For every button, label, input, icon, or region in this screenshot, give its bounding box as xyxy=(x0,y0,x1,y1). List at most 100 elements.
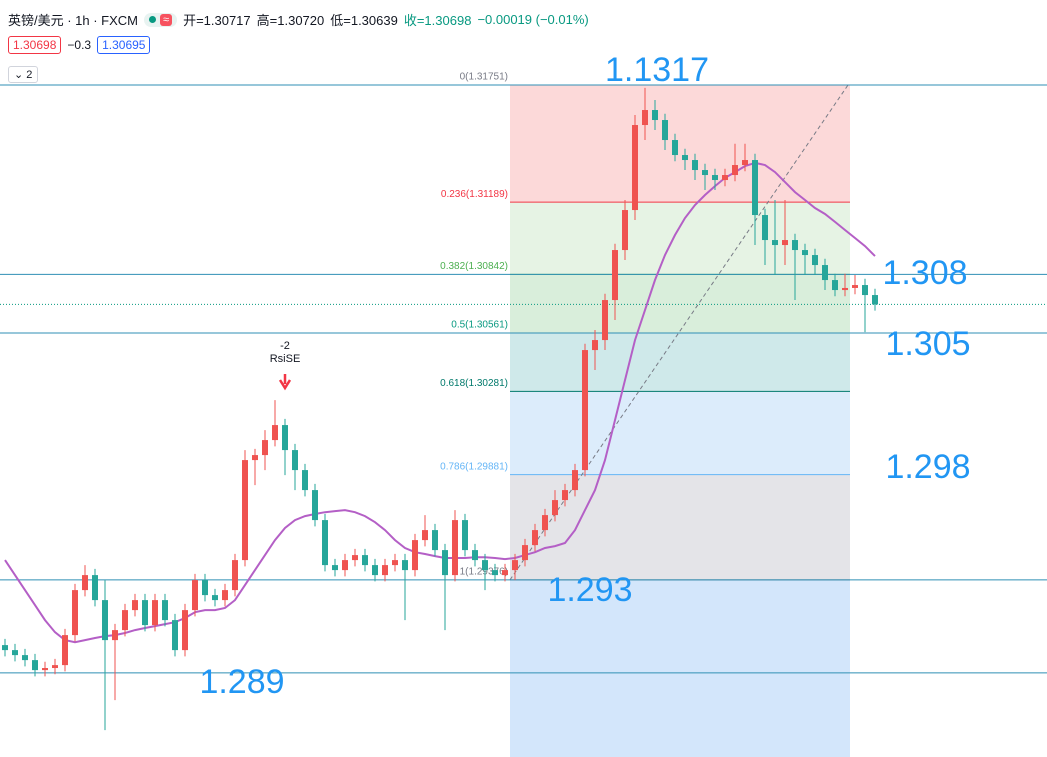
bid[interactable]: 1.30698 xyxy=(8,36,62,54)
candle-body xyxy=(772,240,778,246)
candle-body xyxy=(22,655,28,661)
candle-body xyxy=(552,500,558,516)
candle-body xyxy=(342,560,348,571)
fib-label: 0.382(1.30842) xyxy=(440,261,508,272)
candle-body xyxy=(662,120,668,141)
candle-body xyxy=(532,530,538,546)
candle-body xyxy=(92,575,98,601)
candle-body xyxy=(502,570,508,576)
candle-body xyxy=(192,580,198,611)
indicator-toggle[interactable]: ⌄ 2 xyxy=(8,66,39,83)
indicator-row: ⌄ 2 xyxy=(8,66,39,83)
candle-body xyxy=(362,555,368,566)
candle-body xyxy=(852,285,858,288)
candle-body xyxy=(482,560,488,571)
candle-body xyxy=(142,600,148,626)
candle-body xyxy=(52,665,58,669)
low: 低=1.30639 xyxy=(330,13,398,28)
candle-body xyxy=(522,545,528,561)
candle-body xyxy=(442,550,448,576)
candle-body xyxy=(202,580,208,596)
candle-body xyxy=(62,635,68,666)
candle-body xyxy=(12,650,18,656)
candle-body xyxy=(42,668,48,671)
candle-body xyxy=(752,160,758,216)
candle-body xyxy=(512,560,518,571)
candle-body xyxy=(602,300,608,341)
signal-name: RsiSE xyxy=(270,353,301,365)
annotation: 1.308 xyxy=(882,254,967,292)
close: 收=1.30698 xyxy=(403,13,472,28)
candle-body xyxy=(122,610,128,631)
candle-body xyxy=(682,155,688,161)
candle-body xyxy=(372,565,378,576)
candle-body xyxy=(652,110,658,121)
signal-value: -2 xyxy=(280,340,290,352)
annotation: 1.1317 xyxy=(605,51,709,89)
candle-body xyxy=(742,160,748,166)
fib-zone xyxy=(510,474,850,580)
candle-body xyxy=(472,550,478,561)
candle-body xyxy=(402,560,408,571)
candle-body xyxy=(562,490,568,501)
candle-body xyxy=(692,160,698,171)
candle-body xyxy=(252,455,258,461)
candle-body xyxy=(842,287,848,291)
candle-body xyxy=(812,255,818,266)
symbol: 英镑/美元 · 1h · FXCM xyxy=(8,13,139,28)
fib-zone xyxy=(510,202,850,275)
candle-body xyxy=(172,620,178,651)
candle-body xyxy=(262,440,268,456)
candle-body xyxy=(802,250,808,256)
annotation: 1.293 xyxy=(547,571,632,609)
fib-zone xyxy=(510,85,850,203)
candle-body xyxy=(302,470,308,491)
candle-body xyxy=(542,515,548,531)
fib-label: 0.786(1.29881) xyxy=(440,461,508,472)
candle-body xyxy=(32,660,38,671)
candle-body xyxy=(272,425,278,441)
candle-body xyxy=(162,600,168,621)
candle-body xyxy=(292,450,298,471)
candle-body xyxy=(672,140,678,156)
moving-average xyxy=(4,161,876,644)
candle-body xyxy=(382,565,388,576)
candle-body xyxy=(72,590,78,636)
candle-body xyxy=(112,630,118,641)
candle-body xyxy=(612,250,618,301)
candle-body xyxy=(102,600,108,641)
candle-body xyxy=(412,540,418,571)
spread: −0.3 xyxy=(67,38,92,52)
candle-body xyxy=(622,210,628,251)
candle-body xyxy=(222,590,228,601)
annotation: 1.305 xyxy=(885,325,970,363)
status-badge[interactable]: ≈ xyxy=(144,12,178,27)
change: −0.00019 (−0.01%) xyxy=(477,12,589,27)
candle-body xyxy=(432,530,438,551)
candle-body xyxy=(732,165,738,176)
candle-body xyxy=(642,110,648,126)
candle-body xyxy=(582,350,588,471)
fib-zone xyxy=(510,332,850,392)
candle-body xyxy=(592,340,598,351)
candle-body xyxy=(822,265,828,281)
candle-body xyxy=(352,555,358,561)
open: 开=1.30717 xyxy=(183,13,251,28)
fib-zone xyxy=(510,274,850,333)
candle-body xyxy=(712,175,718,181)
candle-body xyxy=(792,240,798,251)
candle-body xyxy=(2,645,8,651)
candle-body xyxy=(332,565,338,571)
candle-body xyxy=(392,560,398,566)
indicator-count: 2 xyxy=(26,69,33,81)
fib-zone xyxy=(510,579,850,757)
ask[interactable]: 1.30695 xyxy=(97,36,151,54)
candle-body xyxy=(492,570,498,576)
fib-label: 0.236(1.31189) xyxy=(441,189,508,200)
fib-label: 0.618(1.30281) xyxy=(440,378,508,389)
candle-body xyxy=(572,470,578,491)
candle-body xyxy=(212,595,218,601)
fib-label: 1(1.29376) xyxy=(460,567,508,578)
